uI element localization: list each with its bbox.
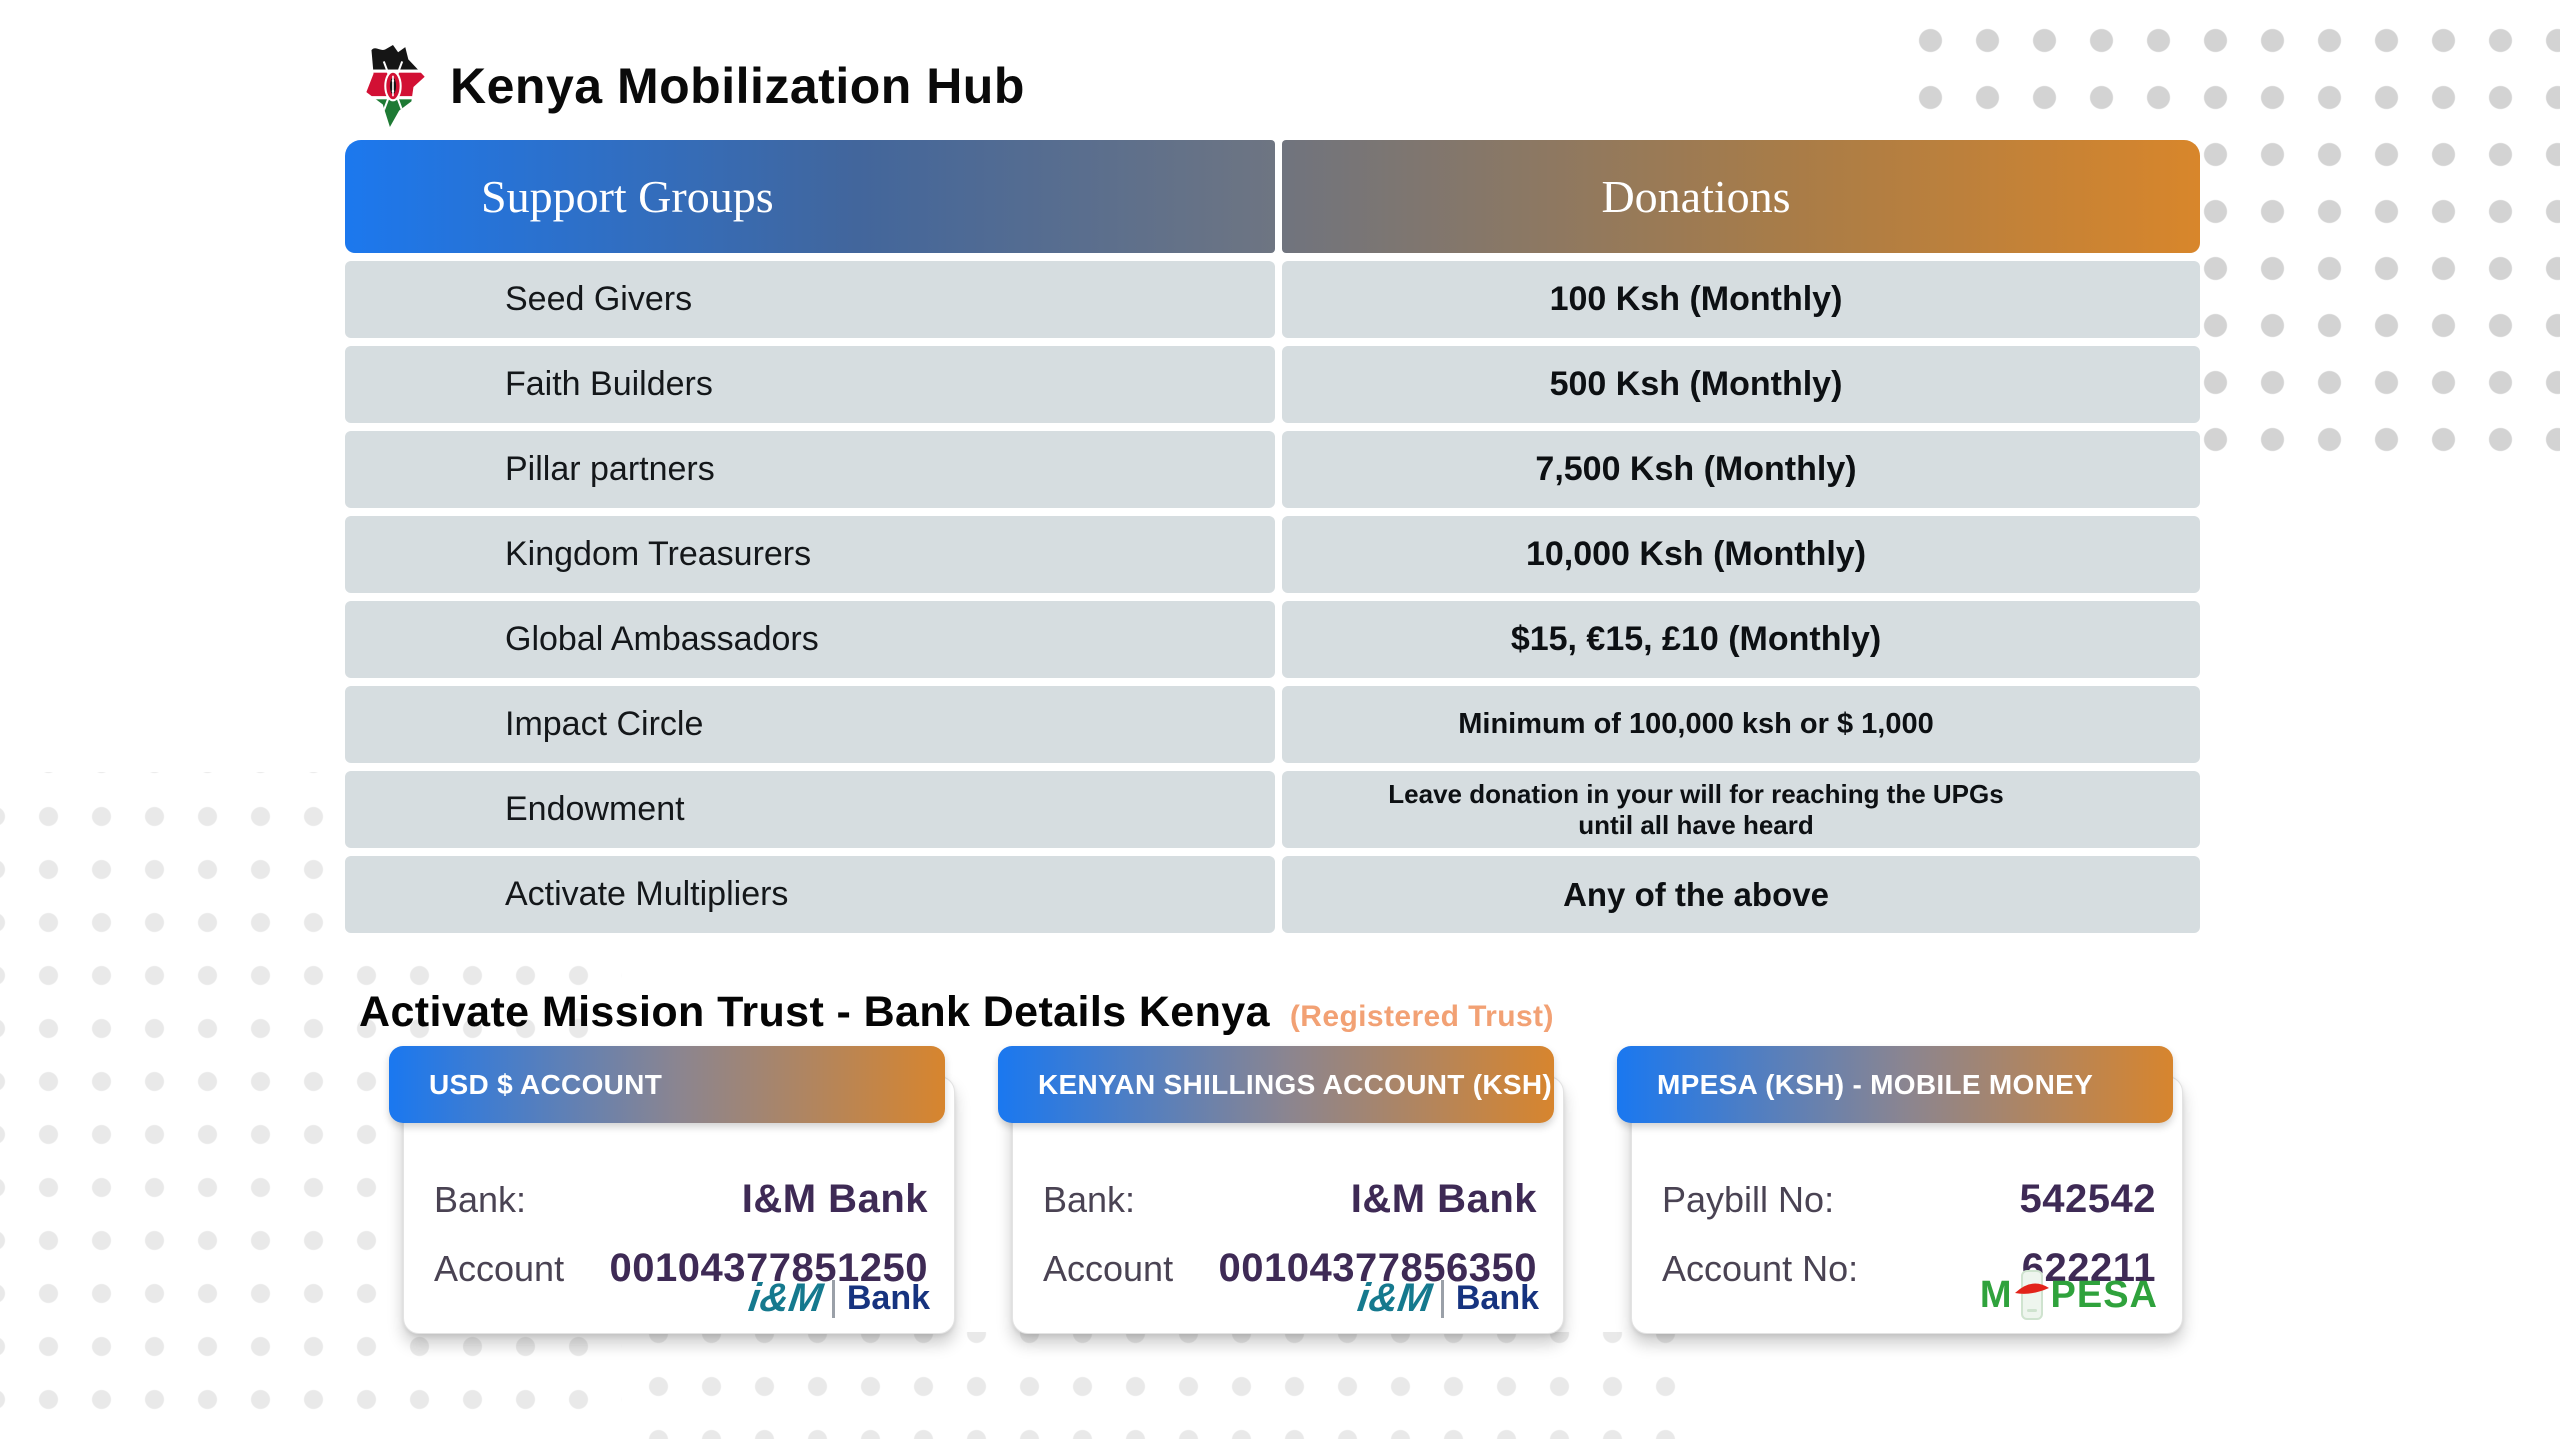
donation-cell: $15, €15, £10 (Monthly) [1282,601,2200,678]
group-cell: Endowment [345,771,1275,848]
support-groups-table: Support Groups Donations Seed Givers 100… [345,140,2200,933]
card-header-usd: USD $ ACCOUNT [389,1046,945,1123]
table-row: Global Ambassadors $15, €15, £10 (Monthl… [345,601,2200,678]
bank-card-ksh: Bank: I&M Bank Account 00104377856350 i&… [998,1046,1564,1336]
column-header-support-groups: Support Groups [345,140,1275,253]
registered-trust-label: (Registered Trust) [1289,1000,1554,1033]
bank-card-usd: Bank: I&M Bank Account 00104377851250 i&… [389,1046,955,1336]
bank-label: Bank: [1043,1179,1136,1220]
mpesa-logo: M PESA [1980,1269,2158,1321]
brand-header: Kenya Mobilization Hub [360,42,1025,130]
group-cell: Kingdom Treasurers [345,516,1275,593]
table-row: Kingdom Treasurers 10,000 Ksh (Monthly) [345,516,2200,593]
donation-cell: 7,500 Ksh (Monthly) [1282,431,2200,508]
bank-label: Bank: [434,1179,527,1220]
group-cell: Seed Givers [345,261,1275,338]
table-row: Pillar partners 7,500 Ksh (Monthly) [345,431,2200,508]
group-cell: Pillar partners [345,431,1275,508]
account-no-value: 622211 [2021,1246,2156,1290]
account-label: Account [1043,1248,1174,1289]
table-header-row: Support Groups Donations [345,140,2200,253]
group-cell: Activate Multipliers [345,856,1275,933]
group-cell: Impact Circle [345,686,1275,763]
dot-pattern-bottom [622,1332,1682,1439]
table-row: Activate Multipliers Any of the above [345,856,2200,933]
donation-cell: Minimum of 100,000 ksh or $ 1,000 [1282,686,2200,763]
mpesa-phone-icon [2014,1270,2049,1320]
paybill-label: Paybill No: [1662,1179,1835,1220]
group-cell: Global Ambassadors [345,601,1275,678]
account-no-label: Account No: [1662,1248,1859,1289]
bank-value: I&M Bank [1350,1177,1537,1221]
table-row: Impact Circle Minimum of 100,000 ksh or … [345,686,2200,763]
table-row: Endowment Leave donation in your will fo… [345,771,2200,848]
table-row: Faith Builders 500 Ksh (Monthly) [345,346,2200,423]
account-label: Account [434,1248,565,1289]
column-header-donations: Donations [1282,140,2200,253]
donation-cell: 10,000 Ksh (Monthly) [1282,516,2200,593]
im-bank-logo: i&M Bank [1354,1276,1539,1320]
page-title: Kenya Mobilization Hub [450,58,1025,114]
bank-card-mpesa: Paybill No: 542542 Account No: 622211 M … [1617,1046,2183,1336]
bank-details-title: Activate Mission Trust - Bank Details Ke… [359,988,1554,1037]
donation-cell: 500 Ksh (Monthly) [1282,346,2200,423]
card-header-mpesa: MPESA (KSH) - MOBILE MONEY [1617,1046,2173,1123]
paybill-value: 542542 [2019,1177,2156,1221]
card-header-ksh: KENYAN SHILLINGS ACCOUNT (KSH) [998,1046,1554,1123]
donation-cell: 100 Ksh (Monthly) [1282,261,2200,338]
im-bank-logo: i&M Bank [745,1276,930,1320]
bank-details-heading: Activate Mission Trust - Bank Details Ke… [359,988,1270,1036]
bank-value: I&M Bank [741,1177,928,1221]
account-value: 00104377856350 [1218,1246,1537,1290]
donation-cell: Any of the above [1282,856,2200,933]
group-cell: Faith Builders [345,346,1275,423]
account-value: 00104377851250 [609,1246,928,1290]
donation-cell: Leave donation in your will for reaching… [1282,771,2200,848]
kenya-map-flag-icon [360,43,428,129]
table-row: Seed Givers 100 Ksh (Monthly) [345,261,2200,338]
